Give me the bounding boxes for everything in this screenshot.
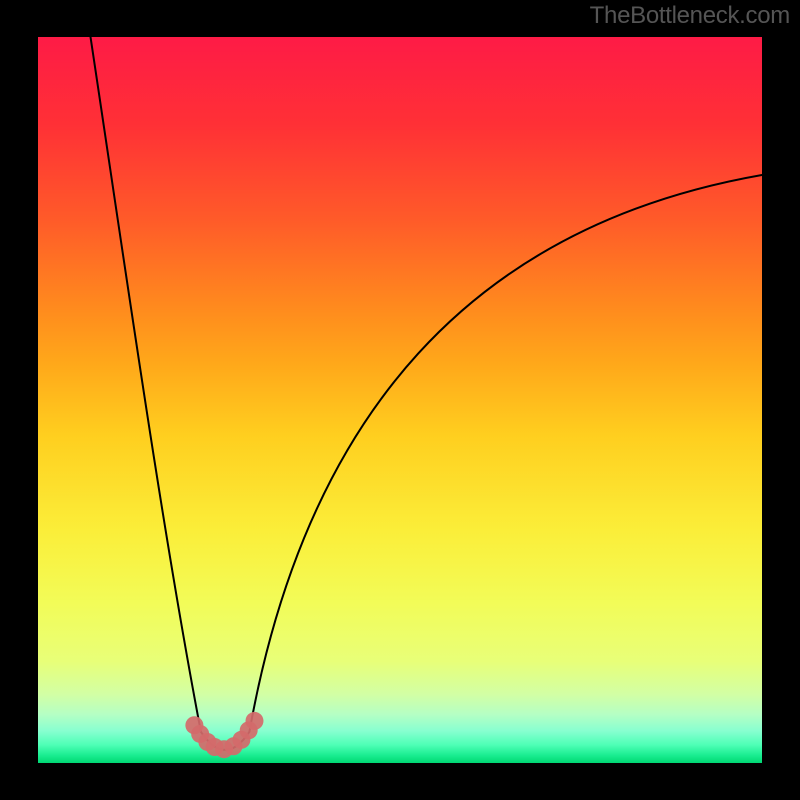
- gradient-background: [38, 37, 762, 763]
- bottleneck-curve-chart: [0, 0, 800, 800]
- chart-container: TheBottleneck.com: [0, 0, 800, 800]
- attribution-text: TheBottleneck.com: [590, 2, 790, 30]
- highlight-marker: [245, 712, 263, 730]
